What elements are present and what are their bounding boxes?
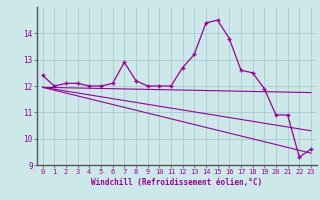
X-axis label: Windchill (Refroidissement éolien,°C): Windchill (Refroidissement éolien,°C): [91, 178, 262, 187]
